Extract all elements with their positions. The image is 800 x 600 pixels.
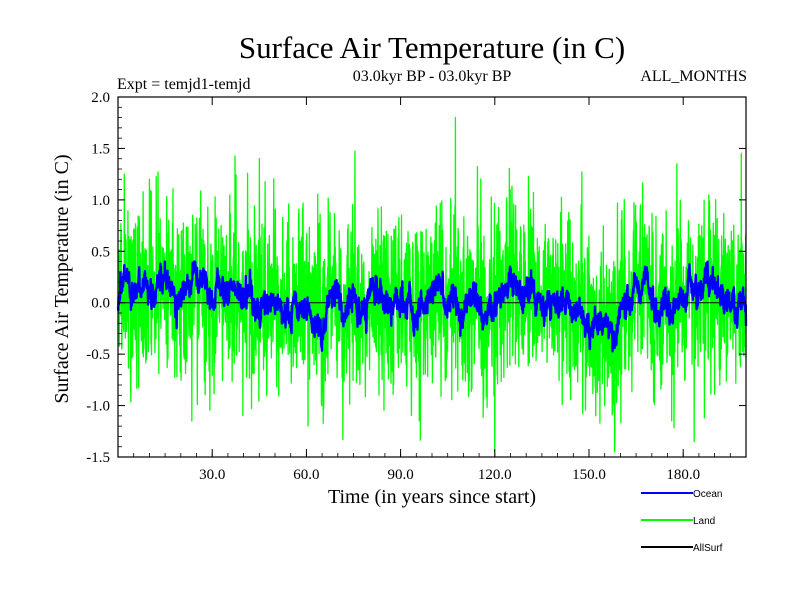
y-axis: -1.5 -1.0 -0.5 0.0 0.5 1.0 1.5 2.0	[86, 90, 746, 466]
chart-subtitle-right: ALL_MONTHS	[640, 68, 747, 85]
x-tick-label: 180.0	[666, 467, 700, 483]
series-line-ocean	[116, 260, 748, 353]
y-tick-label: -1.0	[86, 399, 110, 415]
y-tick-label: 1.5	[91, 141, 110, 157]
x-tick-label: 120.0	[478, 467, 512, 483]
y-tick-label: -1.5	[86, 450, 110, 466]
legend-label: AllSurf	[693, 543, 723, 554]
x-tick-label: 90.0	[387, 467, 413, 483]
legend-label: Land	[693, 516, 715, 527]
x-tick-label: 150.0	[572, 467, 606, 483]
x-axis-label: Time (in years since start)	[328, 486, 536, 508]
chart-title: Surface Air Temperature (in C)	[239, 30, 625, 65]
y-tick-label: 2.0	[91, 90, 110, 106]
x-axis: 30.0 60.0 90.0 120.0 150.0 180.0	[133, 97, 731, 483]
legend-label: Ocean	[693, 489, 722, 500]
y-axis-label: Surface Air Temperature (in C)	[51, 154, 73, 403]
y-tick-label: 0.0	[91, 296, 110, 312]
y-tick-label: 1.0	[91, 193, 110, 209]
y-tick-label: 0.5	[91, 244, 110, 260]
x-tick-label: 60.0	[293, 467, 319, 483]
legend: Ocean Land AllSurf	[641, 489, 723, 554]
chart-subtitle-left: Expt = temjd1-temjd	[117, 76, 250, 93]
plot-area	[116, 96, 748, 458]
chart-subtitle-center: 03.0kyr BP - 03.0kyr BP	[353, 68, 512, 85]
y-tick-label: -0.5	[86, 347, 110, 363]
x-tick-label: 30.0	[199, 467, 225, 483]
